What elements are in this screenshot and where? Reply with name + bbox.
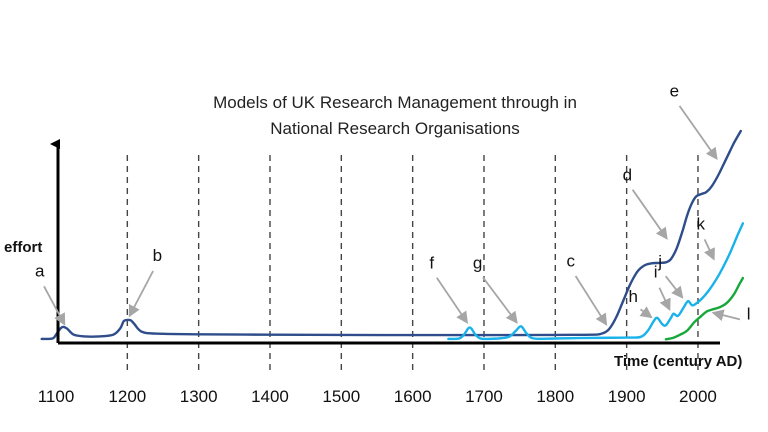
annotation-arrow-a: [43, 285, 66, 326]
annotation-arrow-l: [711, 309, 741, 322]
annotation-label-b: b: [153, 246, 162, 265]
grid-lines: [126, 155, 699, 372]
annotation-arrow-h: [639, 306, 653, 319]
annotation-label-l: l: [747, 305, 751, 324]
annotation-arrow-b: [128, 270, 154, 318]
annotation-arrow-d: [631, 189, 668, 240]
annotation-label-f: f: [429, 253, 434, 272]
annotation-arrow-g: [482, 276, 518, 324]
annotation-label-j: j: [657, 252, 662, 271]
series-line-3: [664, 276, 745, 341]
annotation-arrow-j: [664, 275, 684, 299]
annotation-label-i: i: [654, 263, 658, 282]
annotation-arrow-f: [436, 277, 469, 324]
x-tick-label-1400: 1400: [251, 387, 289, 406]
annotation-label-h: h: [628, 287, 637, 306]
x-axis-label: Time (century AD): [614, 353, 742, 370]
x-tick-label-1100: 1100: [38, 387, 75, 406]
x-tick-label-1500: 1500: [322, 387, 360, 406]
y-axis-label: effort: [4, 239, 42, 256]
annotation-label-d: d: [623, 165, 632, 184]
annotation-arrow-i: [658, 287, 671, 312]
x-tick-labels: 1100 1200 1300 1400 1500 1600 1700 1800 1900 2000: [38, 387, 717, 406]
annotation-label-g: g: [473, 253, 482, 272]
annotation-arrow-e: [678, 105, 718, 161]
x-tick-label-1700: 1700: [465, 387, 503, 406]
series-line-1: [40, 129, 742, 341]
chart-title-line-2: National Research Organisations: [270, 119, 519, 138]
annotation-label-c: c: [567, 251, 576, 270]
annotations: a b c d e f g hij k l: [35, 82, 751, 326]
x-tick-label-1600: 1600: [394, 387, 432, 406]
series-group: [40, 129, 745, 341]
annotation-label-e: e: [670, 82, 679, 101]
x-tick-label-1200: 1200: [108, 387, 146, 406]
annotation-arrow-c: [574, 275, 608, 326]
annotation-label-a: a: [35, 261, 45, 280]
x-tick-label-1900: 1900: [608, 387, 646, 406]
chart-title-line-1: Models of UK Research Management through…: [213, 93, 577, 112]
series-line-2: [447, 222, 745, 341]
x-tick-label-1800: 1800: [536, 387, 574, 406]
x-tick-label-1300: 1300: [180, 387, 218, 406]
x-tick-label-2000: 2000: [679, 387, 717, 406]
annotation-arrow-k: [703, 239, 715, 261]
annotation-label-k: k: [697, 214, 706, 233]
